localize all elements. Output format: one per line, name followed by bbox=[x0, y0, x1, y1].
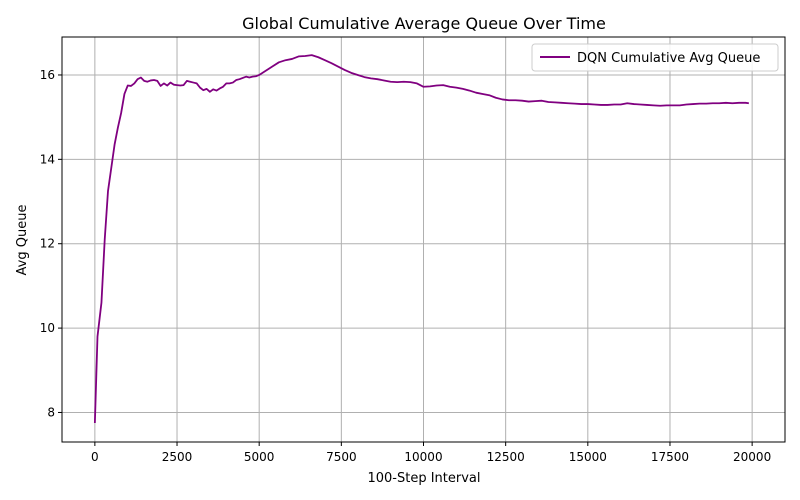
y-axis-label: Avg Queue bbox=[15, 205, 30, 276]
y-tick-label: 12 bbox=[40, 237, 55, 251]
y-tick-label: 16 bbox=[40, 68, 55, 82]
x-tick-label: 20000 bbox=[733, 450, 771, 464]
x-axis: 0 2500 5000 7500 10000 12500 15000 17500 20000 bbox=[91, 442, 771, 464]
x-tick-label: 0 bbox=[91, 450, 99, 464]
y-tick-label: 14 bbox=[40, 152, 55, 166]
x-tick-label: 10000 bbox=[404, 450, 442, 464]
y-axis: 8 10 12 14 16 bbox=[40, 68, 62, 419]
legend-box bbox=[531, 43, 779, 72]
y-tick-label: 10 bbox=[40, 321, 55, 335]
legend: DQN Cumulative Avg Queue bbox=[531, 43, 779, 72]
legend-label: DQN Cumulative Avg Queue bbox=[577, 51, 760, 66]
chart-title: Global Cumulative Average Queue Over Tim… bbox=[242, 14, 606, 33]
series-layer bbox=[93, 54, 749, 424]
x-tick-label: 2500 bbox=[162, 450, 193, 464]
x-axis-label: 100-Step Interval bbox=[367, 471, 480, 486]
series-line-dqn-cumulative-avg-queue bbox=[93, 54, 749, 424]
x-tick-label: 7500 bbox=[326, 450, 357, 464]
x-tick-label: 12500 bbox=[487, 450, 525, 464]
y-tick-label: 8 bbox=[47, 405, 55, 419]
x-tick-label: 15000 bbox=[569, 450, 607, 464]
x-tick-label: 5000 bbox=[244, 450, 275, 464]
x-tick-label: 17500 bbox=[651, 450, 689, 464]
